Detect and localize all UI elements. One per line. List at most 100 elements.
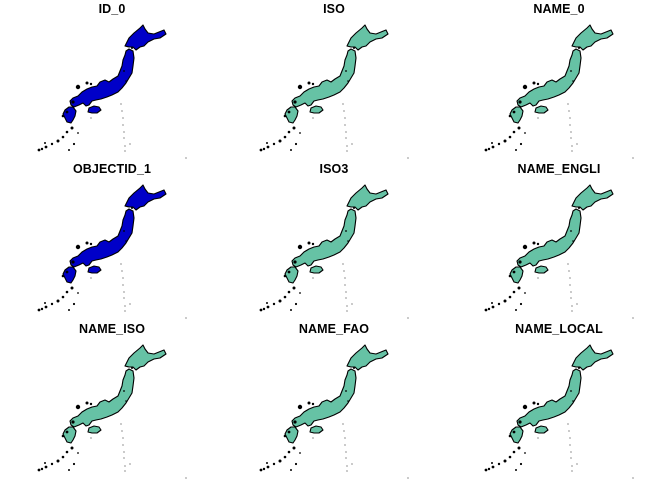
- small-island: [259, 148, 263, 152]
- islet-dot: [185, 477, 187, 479]
- small-island: [278, 139, 282, 143]
- small-island: [125, 80, 127, 82]
- island-hokkaido: [346, 344, 389, 371]
- islet-dot: [346, 310, 348, 312]
- island-shikoku: [534, 265, 549, 274]
- small-island: [487, 147, 491, 151]
- map-panel: NAME_0: [448, 0, 672, 160]
- map-panel: NAME_FAO: [224, 320, 448, 480]
- small-island: [70, 126, 74, 130]
- island-honshu: [69, 48, 135, 108]
- small-island: [512, 290, 516, 294]
- small-island: [65, 270, 69, 274]
- island-honshu: [291, 48, 357, 108]
- small-island: [131, 207, 133, 209]
- japan-map: [37, 24, 187, 159]
- small-island: [283, 135, 287, 139]
- islet-dot: [570, 291, 572, 293]
- island-shikoku: [87, 425, 102, 434]
- small-island: [508, 295, 512, 299]
- small-island: [266, 145, 270, 149]
- panel-title: NAME_0: [533, 2, 585, 16]
- small-island: [272, 302, 276, 306]
- small-island: [307, 401, 311, 405]
- islet-dot: [570, 297, 572, 299]
- islet-dot: [123, 291, 125, 293]
- islet-dot: [346, 305, 348, 307]
- small-island: [50, 302, 54, 306]
- islet-dot: [342, 103, 344, 105]
- islet-dot: [124, 305, 126, 307]
- islet-dot: [576, 303, 578, 305]
- small-island: [131, 47, 133, 49]
- small-island: [293, 260, 297, 264]
- small-island: [536, 402, 540, 406]
- islet-dot: [571, 145, 573, 147]
- islet-dot: [351, 303, 353, 305]
- small-island: [50, 462, 54, 466]
- island-hokkaido: [124, 184, 167, 211]
- small-island: [497, 142, 501, 146]
- map-panel: ISO3: [224, 160, 448, 320]
- small-island: [497, 302, 501, 306]
- small-island: [44, 302, 46, 304]
- small-island: [77, 452, 79, 454]
- island-honshu: [291, 208, 357, 268]
- islet-dot: [120, 263, 122, 265]
- small-island: [290, 149, 292, 151]
- small-island: [71, 100, 75, 104]
- islet-dot: [344, 284, 346, 286]
- small-island: [72, 142, 76, 146]
- small-island: [262, 147, 266, 151]
- small-island: [283, 274, 287, 278]
- japan-map: [37, 184, 187, 319]
- small-island: [259, 308, 263, 312]
- islet-dot: [345, 451, 347, 453]
- small-island: [532, 241, 536, 245]
- islet-dot: [569, 284, 571, 286]
- island-kyushu: [284, 106, 299, 124]
- small-island: [524, 292, 526, 294]
- islet-dot: [124, 150, 126, 152]
- small-island: [50, 142, 54, 146]
- small-island: [72, 462, 76, 466]
- small-island: [40, 147, 44, 151]
- small-island: [519, 142, 523, 146]
- small-island: [75, 404, 81, 410]
- small-island: [515, 309, 517, 311]
- small-island: [484, 308, 488, 312]
- islet-dot: [344, 437, 346, 439]
- islet-dot: [568, 430, 570, 432]
- small-island: [294, 142, 298, 146]
- small-island: [517, 126, 521, 130]
- small-island: [89, 242, 93, 246]
- map-panel: ID_0: [0, 0, 224, 160]
- small-island: [508, 434, 512, 438]
- small-island: [89, 402, 93, 406]
- islet-dot: [407, 317, 409, 319]
- small-island: [491, 302, 493, 304]
- map-panel: OBJECTID_1: [0, 160, 224, 320]
- islet-dot: [124, 310, 126, 312]
- small-island: [77, 292, 79, 294]
- islet-dot: [345, 297, 347, 299]
- islet-dot: [567, 263, 569, 265]
- islet-dot: [90, 277, 92, 279]
- islet-dot: [129, 143, 131, 145]
- small-island: [570, 230, 572, 232]
- small-island: [123, 70, 125, 72]
- island-hokkaido: [571, 184, 614, 211]
- small-island: [519, 302, 523, 306]
- islet-dot: [632, 477, 634, 479]
- small-island: [65, 130, 69, 134]
- island-shikoku: [534, 425, 549, 434]
- islet-dot: [537, 277, 539, 279]
- panel-title: NAME_LOCAL: [515, 322, 603, 336]
- small-island: [487, 307, 491, 311]
- small-island: [40, 307, 44, 311]
- japan-map: [484, 24, 634, 159]
- small-island: [484, 468, 488, 472]
- panel-title: ISO3: [319, 162, 349, 176]
- islet-dot: [569, 277, 571, 279]
- small-island: [512, 270, 516, 274]
